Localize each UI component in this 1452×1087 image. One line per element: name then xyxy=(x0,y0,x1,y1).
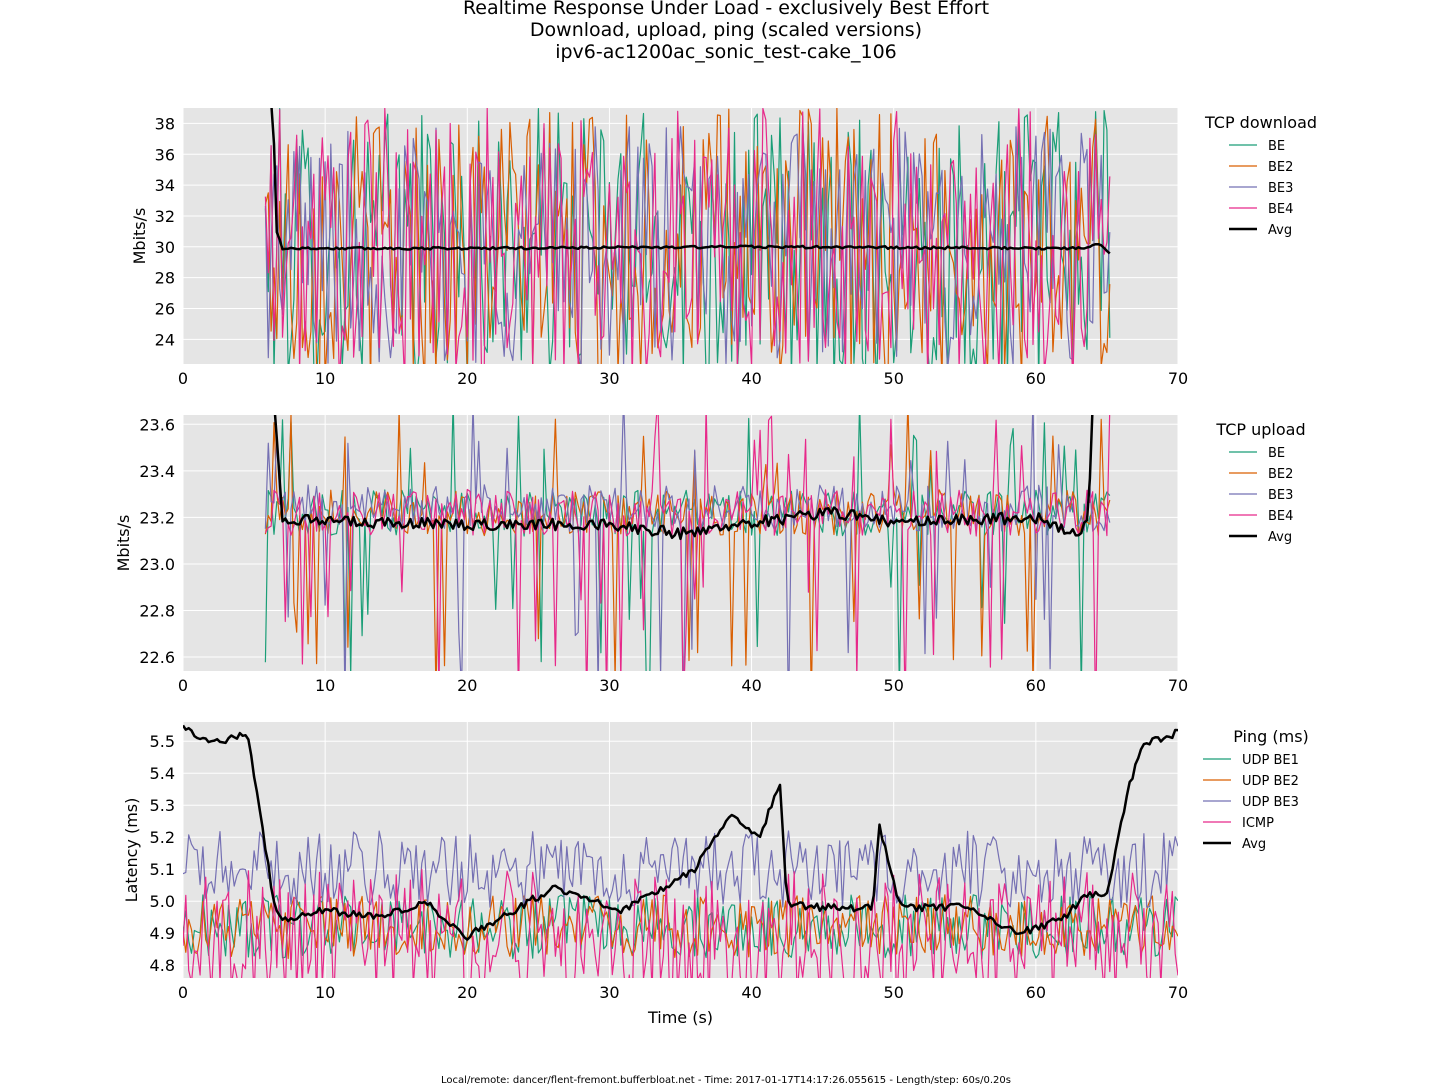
y-tick-label: 4.8 xyxy=(150,956,175,975)
panel-1: 0 10 20 30 40 50 60 70 24 26 28 30 32 34 36 38 Mbits/s TC… xyxy=(130,108,1317,388)
series-line-avg xyxy=(183,724,1178,941)
panel-3: 0 10 20 30 40 50 60 70 4.8 4.9 5.0 5.1 5.2 5.3 5.4 5.5 L… xyxy=(122,722,1309,1027)
legend-label: Avg xyxy=(1268,223,1292,238)
series-group xyxy=(264,415,1111,671)
x-tick-label: 70 xyxy=(1168,983,1188,1002)
y-tick-label: 5.2 xyxy=(150,828,175,847)
legend-label: UDP BE2 xyxy=(1242,774,1299,789)
legend-title: TCP download xyxy=(1204,113,1317,132)
y-axis-label: Mbits/s xyxy=(114,515,133,572)
legend-label: ICMP xyxy=(1242,816,1274,831)
y-tick-label: 26 xyxy=(155,299,175,318)
series-group xyxy=(264,108,1111,364)
y-tick-label: 24 xyxy=(155,330,175,349)
x-tick-label: 20 xyxy=(457,676,477,695)
y-tick-label: 23.4 xyxy=(139,462,175,481)
x-tick-label: 60 xyxy=(1026,369,1046,388)
y-tick-label: 32 xyxy=(155,207,175,226)
x-tick-label: 30 xyxy=(599,369,619,388)
legend-title: TCP upload xyxy=(1215,420,1305,439)
y-tick-label: 5.1 xyxy=(150,860,175,879)
y-tick-label: 23.6 xyxy=(139,415,175,434)
x-tick-label: 60 xyxy=(1026,676,1046,695)
x-tick-label: 70 xyxy=(1168,369,1188,388)
x-tick-label: 10 xyxy=(315,369,335,388)
y-tick-label: 5.4 xyxy=(150,764,175,783)
footer-info: Local/remote: dancer/flent-fremont.buffe… xyxy=(441,1075,1011,1086)
legend: TCP upload BE BE2 BE3 BE4 Avg xyxy=(1215,420,1305,545)
x-tick-label: 50 xyxy=(884,983,904,1002)
legend-label: BE3 xyxy=(1268,181,1293,196)
legend: TCP download BE BE2 BE3 BE4 Avg xyxy=(1204,113,1317,238)
legend-title: Ping (ms) xyxy=(1233,727,1309,746)
x-tick-label: 0 xyxy=(178,676,188,695)
x-tick-label: 30 xyxy=(599,676,619,695)
chart-test-name: ipv6-ac1200ac_sonic_test-cake_106 xyxy=(555,41,897,63)
x-tick-label: 10 xyxy=(315,676,335,695)
series-line-be4 xyxy=(264,108,1111,364)
x-tick-label: 0 xyxy=(178,983,188,1002)
x-tick-label: 0 xyxy=(178,369,188,388)
legend-label: Avg xyxy=(1268,530,1292,545)
legend-label: BE2 xyxy=(1268,160,1293,175)
y-axis-label: Mbits/s xyxy=(130,208,149,265)
y-tick-label: 5.5 xyxy=(150,732,175,751)
x-tick-label: 20 xyxy=(457,369,477,388)
y-tick-label: 5.0 xyxy=(150,892,175,911)
x-tick-label: 40 xyxy=(741,983,761,1002)
legend-label: UDP BE1 xyxy=(1242,753,1299,768)
y-tick-label: 22.6 xyxy=(139,648,175,667)
legend-label: BE4 xyxy=(1268,509,1293,524)
series-line-be3 xyxy=(264,126,1111,364)
legend-label: BE3 xyxy=(1268,488,1293,503)
x-tick-label: 50 xyxy=(884,369,904,388)
y-tick-label: 36 xyxy=(155,145,175,164)
y-tick-label: 23.2 xyxy=(139,508,175,527)
legend-label: BE4 xyxy=(1268,202,1293,217)
x-tick-label: 30 xyxy=(599,983,619,1002)
legend-label: BE xyxy=(1268,139,1285,154)
x-tick-label: 50 xyxy=(884,676,904,695)
y-tick-label: 34 xyxy=(155,176,175,195)
chart-title: Realtime Response Under Load - exclusive… xyxy=(462,0,990,19)
y-tick-label: 22.8 xyxy=(139,601,175,620)
x-tick-label: 40 xyxy=(741,676,761,695)
y-tick-label: 38 xyxy=(155,114,175,133)
series-group xyxy=(183,724,1178,978)
x-tick-label: 20 xyxy=(457,983,477,1002)
y-tick-label: 30 xyxy=(155,238,175,257)
x-tick-label: 40 xyxy=(741,369,761,388)
series-line-avg xyxy=(270,108,1111,255)
series-line-avg xyxy=(273,415,1094,541)
x-tick-label: 70 xyxy=(1168,676,1188,695)
legend-label: BE xyxy=(1268,446,1285,461)
chart-subtitle: Download, upload, ping (scaled versions) xyxy=(529,19,923,41)
series-line-be4 xyxy=(264,415,1111,671)
x-axis-label: Time (s) xyxy=(647,1008,713,1027)
x-tick-label: 60 xyxy=(1026,983,1046,1002)
y-tick-label: 28 xyxy=(155,269,175,288)
legend-label: Avg xyxy=(1242,837,1266,852)
y-tick-label: 5.3 xyxy=(150,796,175,815)
y-axis-label: Latency (ms) xyxy=(122,798,141,903)
legend-label: UDP BE3 xyxy=(1242,795,1299,810)
y-tick-label: 23.0 xyxy=(139,555,175,574)
y-tick-label: 4.9 xyxy=(150,924,175,943)
x-tick-label: 10 xyxy=(315,983,335,1002)
legend: Ping (ms) UDP BE1 UDP BE2 UDP BE3 ICMP Avg xyxy=(1203,727,1309,852)
series-line-udp-be3 xyxy=(183,830,1178,909)
legend-label: BE2 xyxy=(1268,467,1293,482)
panel-2: 0 10 20 30 40 50 60 70 22.6 22.8 23.0 23.2 23.4 23.6 M… xyxy=(114,415,1306,695)
